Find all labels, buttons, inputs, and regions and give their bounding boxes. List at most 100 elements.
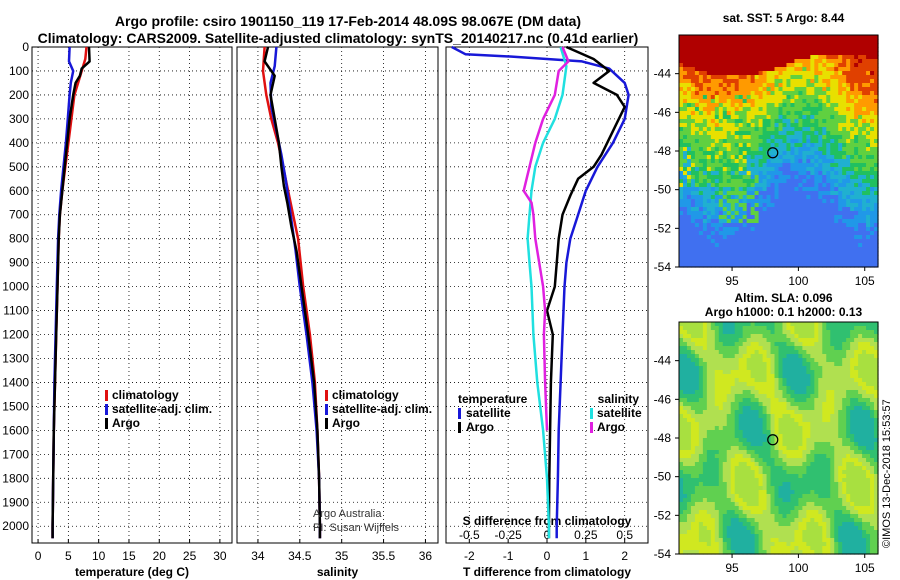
map-cell [750, 410, 756, 415]
map-cell [738, 91, 744, 96]
map-cell [706, 326, 712, 331]
map-cell [830, 414, 835, 419]
map-cell [806, 63, 811, 68]
map-cell [850, 442, 855, 447]
map-cell [706, 123, 712, 128]
map-cell [826, 454, 831, 459]
map-cell [790, 231, 796, 236]
map-cell [766, 243, 772, 248]
map-cell [870, 370, 875, 375]
map-cell [714, 67, 720, 72]
map-cell [746, 346, 752, 351]
map-cell [846, 119, 851, 124]
map-cell [762, 123, 768, 128]
map-cell [842, 255, 847, 260]
map-cell [870, 143, 875, 148]
map-cell [690, 362, 696, 367]
x-tick-label: 36 [419, 549, 433, 563]
map-cell [686, 47, 692, 52]
map-cell [770, 183, 776, 188]
map-cell [679, 59, 684, 64]
map-cell [850, 159, 855, 164]
map-cell [786, 338, 792, 343]
map-cell [714, 103, 720, 108]
map-cell [830, 79, 835, 84]
map-cell [742, 235, 748, 240]
map-cell [850, 163, 855, 168]
map-cell [806, 390, 811, 395]
map-cell [679, 35, 684, 40]
map-cell [790, 386, 796, 391]
map-cell [706, 410, 712, 415]
map-cell [874, 75, 879, 80]
map-cell [742, 342, 748, 347]
map-cell [834, 350, 839, 355]
map-cell [690, 83, 696, 88]
map-cell [698, 402, 704, 407]
map-cell [814, 203, 819, 208]
map-cell [698, 59, 704, 64]
map-cell [802, 358, 807, 363]
map-cell [818, 223, 823, 228]
map-cell [854, 55, 859, 60]
map-cell [690, 430, 696, 435]
map-cell [774, 159, 780, 164]
map-cell [794, 179, 799, 184]
map-cell [750, 442, 756, 447]
map-cell [698, 414, 704, 419]
map-cell [874, 171, 879, 176]
map-cell [802, 147, 807, 152]
map-cell [810, 123, 815, 128]
map-cell [798, 350, 803, 355]
map-cell [710, 43, 716, 48]
map-cell [838, 422, 843, 427]
map-cell [718, 366, 724, 371]
map-cell [794, 227, 799, 232]
map-cell [734, 211, 740, 216]
map-cell [834, 151, 839, 156]
map-cell [850, 43, 855, 48]
map-cell [754, 163, 760, 168]
map-cell [790, 263, 796, 268]
map-cell [694, 438, 700, 443]
map-cell [802, 167, 807, 172]
map-cell [774, 259, 780, 264]
map-cell [854, 235, 859, 240]
map-cell [762, 67, 768, 72]
map-cell [838, 350, 843, 355]
map-cell [854, 227, 859, 232]
map-cell [838, 386, 843, 391]
map-cell [850, 155, 855, 160]
map-cell [738, 59, 744, 64]
map-cell [754, 454, 760, 459]
map-cell [822, 123, 827, 128]
map-cell [802, 414, 807, 419]
map-cell [698, 55, 704, 60]
map-cell [706, 51, 712, 56]
map-cell [758, 358, 764, 363]
map-cell [679, 175, 684, 180]
map-cell [686, 470, 692, 475]
map-cell [698, 231, 704, 236]
map-cell [746, 131, 752, 136]
map-cell [786, 382, 792, 387]
map-cell [690, 87, 696, 92]
map-cell [730, 326, 736, 331]
map-cell [702, 139, 708, 144]
x-axis-label: T difference from climatology [463, 565, 631, 579]
map-cell [842, 402, 847, 407]
map-cell [778, 239, 784, 244]
map-cell [722, 434, 728, 439]
map-cell [679, 402, 684, 407]
map-cell [834, 406, 839, 411]
map-cell [822, 43, 827, 48]
map-cell [826, 75, 831, 80]
map-cell [858, 51, 863, 56]
map-cell [786, 119, 792, 124]
map-cell [774, 47, 780, 52]
map-cell [730, 442, 736, 447]
map-cell [742, 67, 748, 72]
map-cell [754, 79, 760, 84]
map-cell [698, 263, 704, 268]
legend-label: climatology [112, 388, 179, 402]
